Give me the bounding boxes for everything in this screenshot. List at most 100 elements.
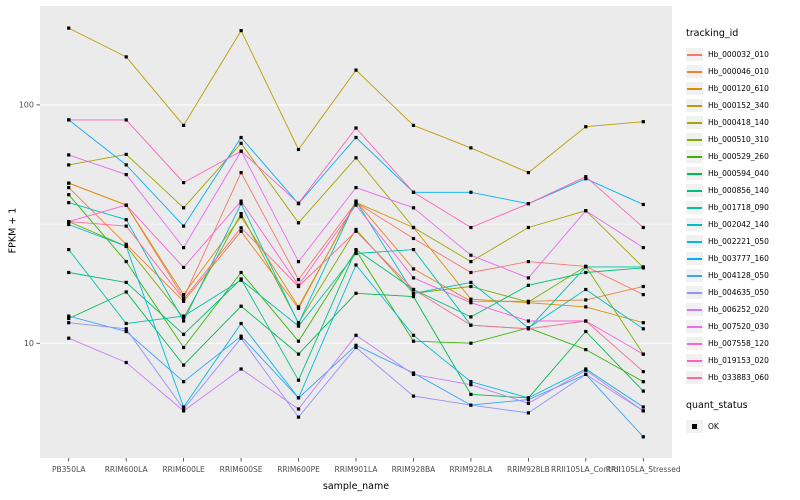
legend-line-icon [687, 308, 702, 311]
data-point [182, 123, 186, 127]
data-point [124, 290, 128, 294]
data-point [296, 221, 301, 225]
data-point [67, 336, 71, 340]
data-point [354, 248, 358, 252]
data-point [641, 246, 645, 250]
data-point [354, 227, 358, 232]
data-point [469, 260, 473, 264]
data-point [239, 141, 243, 145]
data-point [239, 321, 243, 326]
data-point [67, 26, 71, 30]
data-point [411, 394, 416, 398]
legend-key [686, 371, 703, 384]
data-point [296, 278, 301, 282]
data-point [584, 298, 588, 302]
data-point [239, 199, 243, 203]
data-point [584, 287, 588, 292]
legend-label: Hb_000856_140 [708, 186, 769, 195]
data-point [296, 201, 301, 205]
legend-key [686, 82, 703, 95]
legend-line-icon [687, 104, 702, 107]
quant-ok-key [686, 420, 703, 433]
data-point [239, 212, 243, 216]
data-point [354, 156, 358, 160]
legend-title-quant-status: quant_status [686, 400, 748, 411]
data-point [296, 324, 301, 328]
data-point [641, 389, 645, 393]
data-point [469, 225, 473, 230]
data-point [124, 244, 128, 248]
legend-line-icon [687, 342, 702, 345]
legend-key [686, 167, 703, 180]
legend-entry: Hb_001718_090 [686, 199, 800, 216]
legend-line-icon [687, 359, 702, 362]
data-point [296, 147, 301, 152]
data-point [239, 304, 243, 308]
legend-label: Hb_000120_610 [708, 84, 769, 93]
x-tick-label: RRIM600LE [162, 465, 205, 474]
data-point [641, 352, 645, 356]
data-point [641, 293, 645, 297]
data-point [584, 329, 588, 334]
data-point [124, 321, 128, 326]
data-point [67, 321, 71, 325]
x-tick-label: RRIM928LB [507, 465, 550, 474]
data-point [411, 236, 416, 241]
x-tick-label: RRIM600PE [277, 465, 320, 474]
legend-line-icon [687, 172, 702, 175]
data-point [124, 55, 128, 59]
data-point [239, 149, 243, 153]
legend-line-icon [687, 121, 702, 124]
data-point [641, 370, 645, 374]
legend-line-icon [687, 240, 702, 243]
data-point [67, 163, 71, 167]
data-point [411, 291, 416, 295]
data-point [469, 270, 473, 275]
legend-key [686, 184, 703, 197]
legend-entry: Hb_000120_610 [686, 80, 800, 97]
data-point [296, 284, 301, 289]
legend-line-icon [687, 70, 702, 73]
data-point [526, 398, 530, 402]
data-point [239, 229, 243, 233]
legend-entry: Hb_000856_140 [686, 182, 800, 199]
data-point [469, 146, 473, 150]
legend-line-icon [687, 325, 702, 328]
x-tick-label: PB350LA [52, 465, 86, 474]
data-point [124, 260, 128, 264]
data-point [239, 270, 243, 275]
data-point [526, 283, 530, 287]
data-point [296, 321, 301, 326]
data-point [182, 224, 186, 228]
y-axis-title: FPKM + 1 [7, 207, 19, 254]
legend-key [686, 252, 703, 265]
data-point [584, 368, 588, 372]
data-point [239, 171, 243, 175]
data-point [296, 407, 301, 411]
data-point [526, 300, 530, 304]
legend-label: Hb_019153_020 [708, 356, 769, 365]
legend-key [686, 286, 703, 299]
legend-entry: Hb_006252_020 [686, 301, 800, 318]
data-point [296, 378, 301, 382]
data-point [584, 175, 588, 179]
y-tick-label: 10 [24, 339, 34, 348]
x-tick-label: RRIM928LA [449, 465, 493, 474]
legend-line-icon [687, 53, 702, 56]
x-tick-label: RRII105LA_Stressed [606, 465, 681, 474]
data-point [469, 253, 473, 257]
legend-label: Hb_004128_050 [708, 271, 769, 280]
legend-key [686, 320, 703, 333]
legend-label: Hb_007558_120 [708, 339, 769, 348]
data-point [182, 380, 186, 384]
data-point [354, 333, 358, 337]
data-point [354, 251, 358, 256]
legend-entry: Hb_007558_120 [686, 335, 800, 352]
data-point [641, 120, 645, 124]
data-point [354, 345, 358, 350]
legend: tracking_id Hb_000032_010 Hb_000046_010 Hb… [686, 28, 800, 435]
data-point [469, 280, 473, 284]
data-point [182, 206, 186, 210]
legend-key [686, 235, 703, 248]
